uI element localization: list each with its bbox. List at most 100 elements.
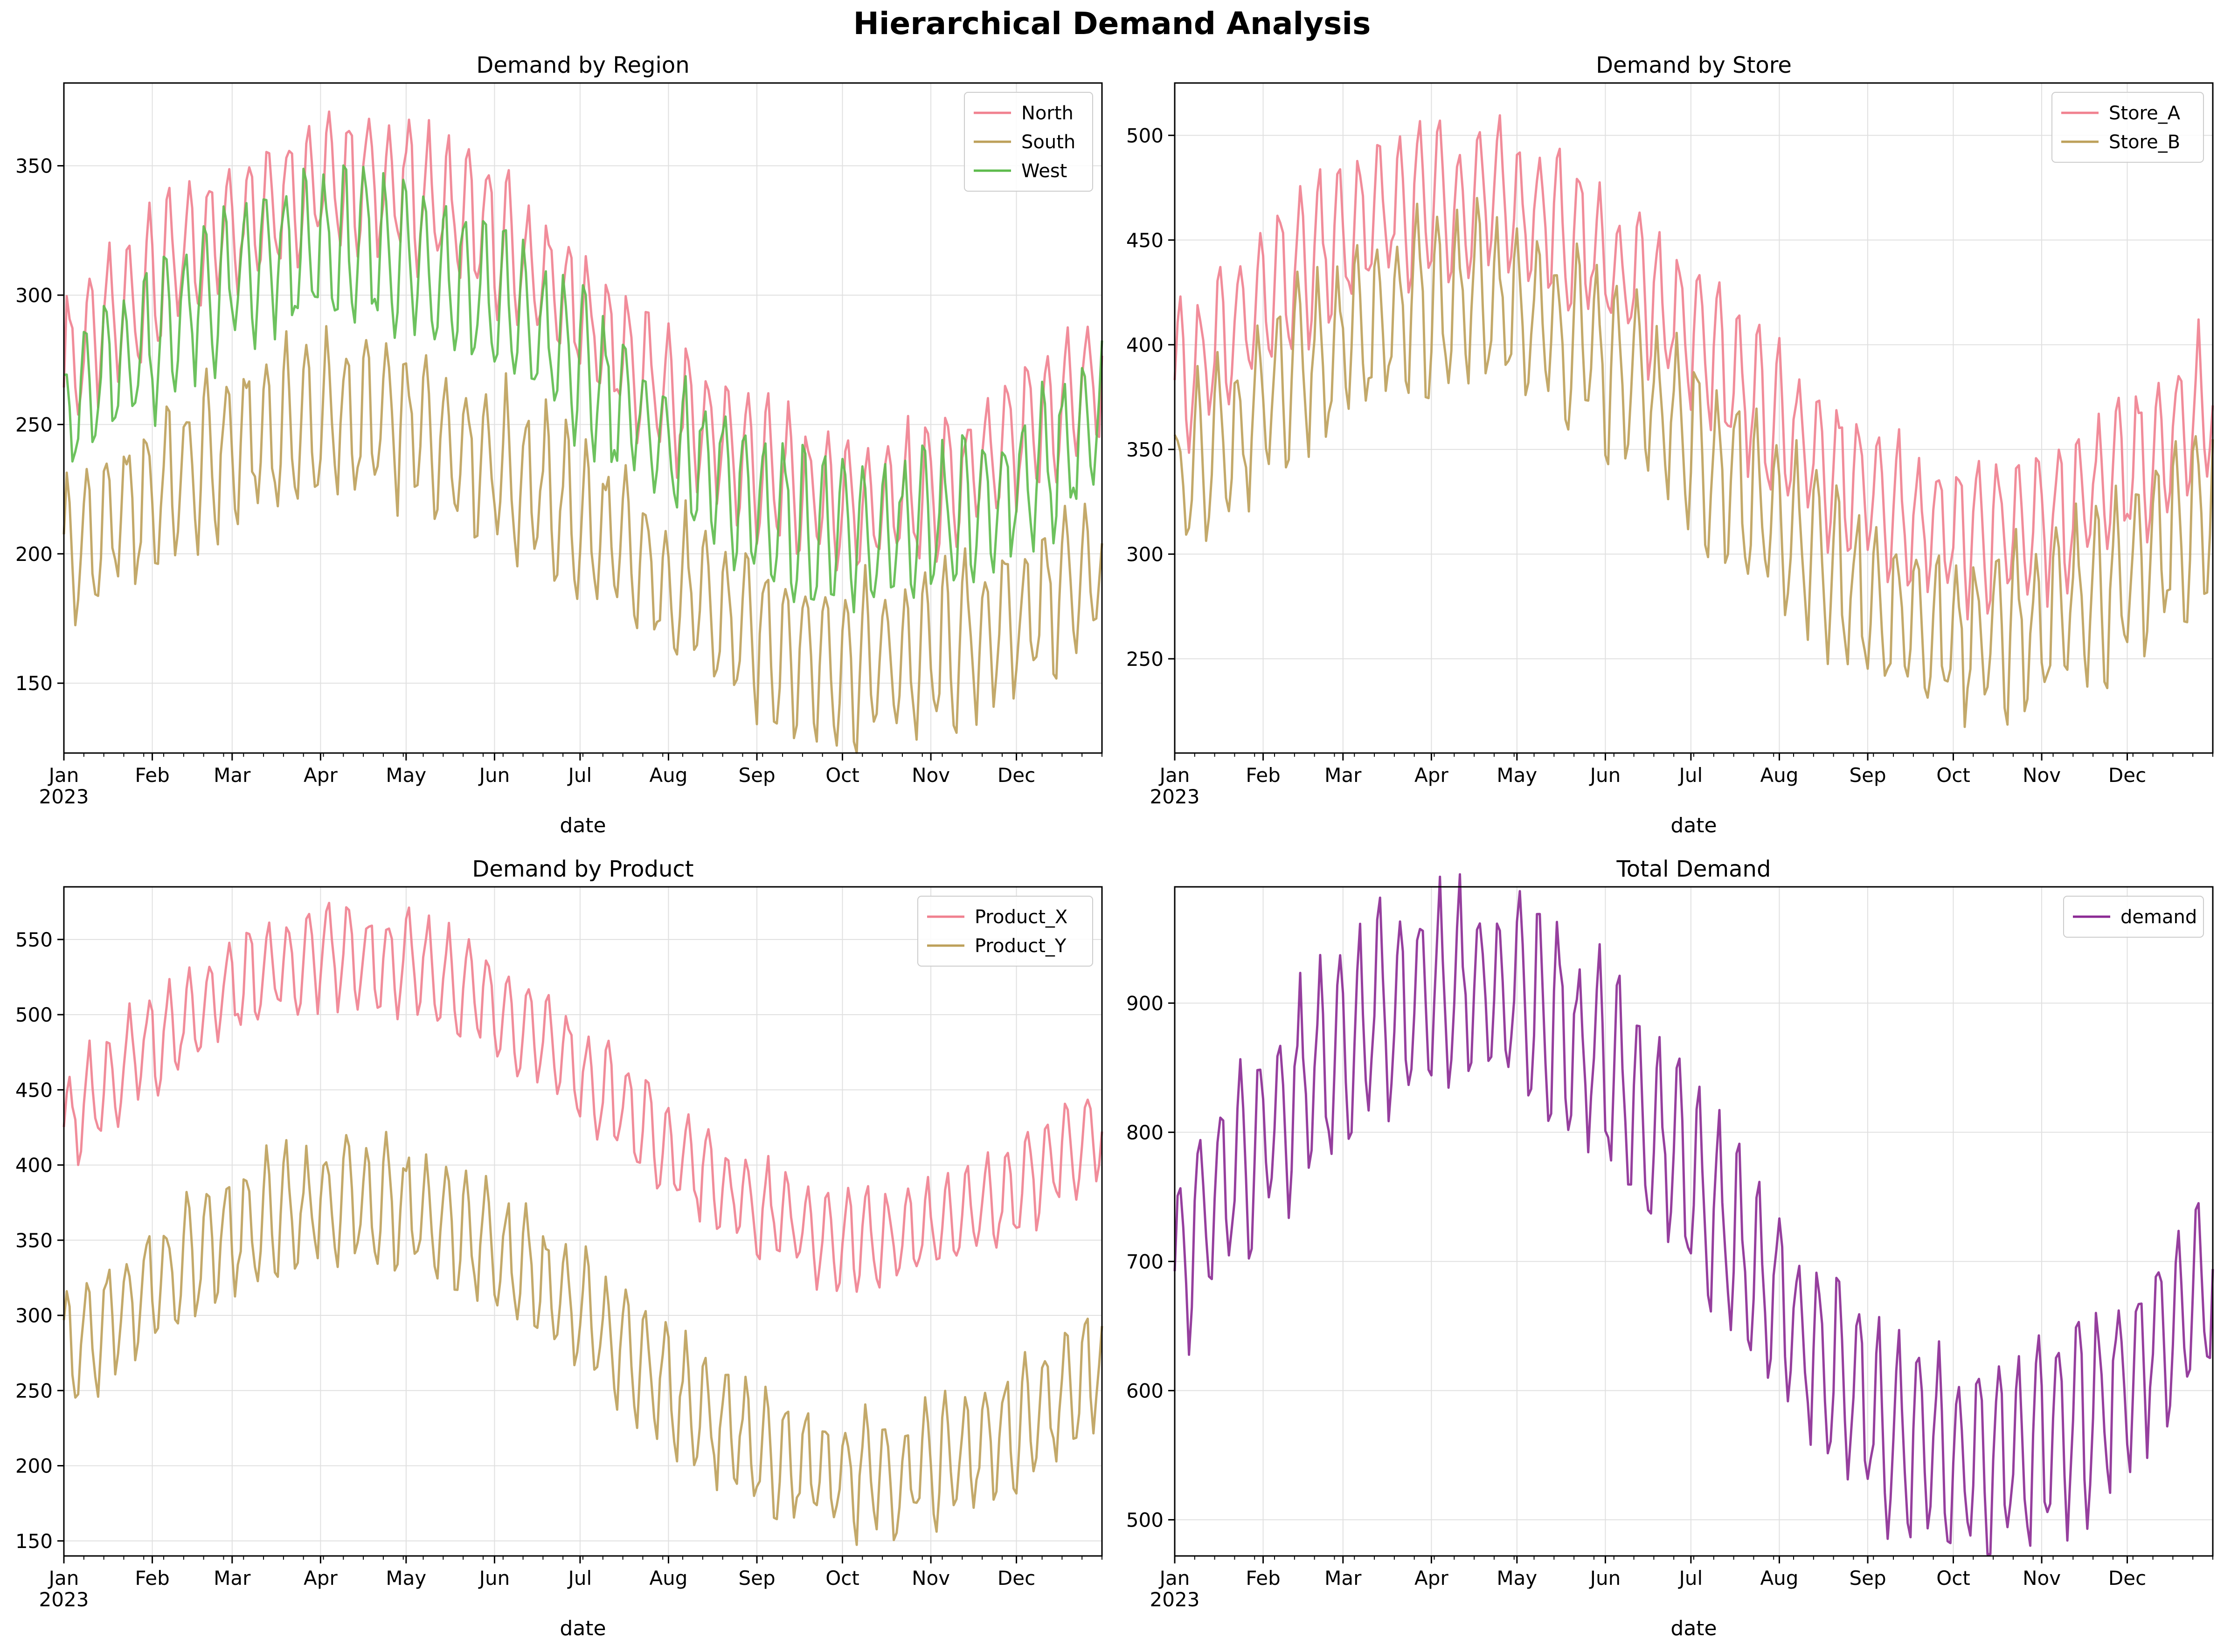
x-tick-label: Feb: [135, 1567, 169, 1590]
x-tick-label: Feb: [1246, 764, 1280, 787]
x-tick-label: Mar: [214, 764, 251, 787]
x-tick-label: Aug: [649, 764, 687, 787]
x-tick-label: Apr: [304, 1567, 338, 1590]
x-tick-label: Oct: [1936, 1567, 1970, 1590]
x-tick-label: Jan: [48, 764, 79, 787]
series-line-north: [62, 110, 1103, 572]
x-tick-label: May: [386, 764, 426, 787]
x-tick-label: Apr: [1414, 1567, 1448, 1590]
series-line-store_b: [1173, 197, 2214, 728]
series-line-south: [62, 325, 1103, 754]
x-tick-label: Nov: [912, 1567, 950, 1590]
legend: North South West: [964, 92, 1093, 192]
y-tick-label: 200: [15, 543, 53, 566]
series-line-west: [63, 164, 1103, 614]
series-line-product_x: [62, 902, 1103, 1293]
legend: Product_X Product_Y: [917, 896, 1093, 967]
x-tick-label: Mar: [214, 1567, 251, 1590]
x-tick-label: Apr: [304, 764, 338, 787]
y-tick-label: 300: [1126, 543, 1164, 566]
x-tick-label: Jul: [1678, 1567, 1703, 1590]
legend-entry-label: demand: [2120, 906, 2197, 928]
x-tick-label: Sep: [738, 1567, 775, 1590]
y-tick-label: 250: [15, 413, 53, 436]
y-tick-label: 350: [15, 155, 53, 178]
subplot-2: 250 300 350 400 450 500 Jan Feb Mar Apr May Jun Jul A…: [1126, 52, 2214, 837]
y-tick-label: 400: [1126, 333, 1164, 356]
legend-entry-label: Product_X: [975, 906, 1067, 928]
subplot-title: Total Demand: [1616, 856, 1771, 882]
x-axis-label: date: [560, 814, 606, 837]
x-tick-label: Jun: [1589, 764, 1621, 787]
x-tick-label: Feb: [135, 764, 169, 787]
x-tick-label: Aug: [1760, 764, 1798, 787]
x-tick-label: May: [386, 1567, 426, 1590]
x-tick-label: Jun: [478, 1567, 510, 1590]
y-tick-label: 250: [15, 1379, 53, 1402]
series-line-product_y: [62, 1131, 1103, 1546]
x-tick-label: Aug: [649, 1567, 687, 1590]
subplot-4: 500 600 700 800 900 Jan Feb Mar Apr May Jun Jul Aug S…: [1126, 856, 2214, 1640]
legend: Store_A Store_B: [2051, 92, 2204, 163]
x-tick-label: Oct: [825, 1567, 859, 1590]
y-tick-label: 700: [1126, 1250, 1164, 1273]
x-tick-label: Jul: [567, 1567, 592, 1590]
y-tick-label: 500: [1126, 1508, 1164, 1531]
series-line-demand: [1173, 873, 2214, 1555]
y-tick-label: 900: [1126, 992, 1164, 1015]
y-tick-label: 150: [15, 672, 53, 695]
y-tick-label: 800: [1126, 1121, 1164, 1144]
x-tick-label: Dec: [998, 1567, 1035, 1590]
y-tick-label: 450: [1126, 229, 1164, 252]
x-axis-label: date: [560, 1617, 606, 1640]
legend-entry-label: West: [1021, 160, 1067, 182]
x-tick-label: Jul: [567, 764, 592, 787]
legend-entry-label: Product_Y: [975, 935, 1067, 957]
axes-frame: [63, 886, 1103, 1557]
x-tick-label: May: [1497, 1567, 1537, 1590]
legend-box: [2063, 896, 2204, 938]
subplot-title: Demand by Store: [1596, 52, 1792, 78]
x-tick-label: Mar: [1324, 764, 1362, 787]
x-year-label: 2023: [39, 785, 89, 808]
x-axis-label: date: [1670, 1617, 1717, 1640]
y-tick-label: 350: [15, 1229, 53, 1252]
x-year-label: 2023: [39, 1588, 89, 1611]
legend-entry-label: South: [1021, 131, 1075, 153]
x-tick-label: Jun: [478, 764, 510, 787]
y-tick-label: 500: [15, 1003, 53, 1026]
series-line-store_a: [1173, 114, 2214, 621]
x-tick-label: Dec: [2108, 764, 2146, 787]
x-tick-label: Oct: [825, 764, 859, 787]
subplot-3: 150 200 250 300 350 400 450 500 550 Jan Feb Mar Apr M…: [15, 856, 1103, 1640]
x-tick-label: Jul: [1678, 764, 1703, 787]
x-tick-label: Dec: [998, 764, 1035, 787]
x-tick-label: Sep: [738, 764, 775, 787]
x-tick-label: Nov: [2023, 1567, 2061, 1590]
legend-entry-label: Store_A: [2109, 103, 2181, 124]
subplot-title: Demand by Region: [476, 52, 689, 78]
x-axis-label: date: [1670, 814, 1717, 837]
x-tick-label: Feb: [1246, 1567, 1280, 1590]
x-tick-label: Jan: [1158, 764, 1190, 787]
legend-box: [2051, 92, 2204, 163]
y-tick-label: 200: [15, 1455, 53, 1478]
subplot-title: Demand by Product: [472, 856, 693, 882]
x-tick-label: Sep: [1849, 1567, 1886, 1590]
y-tick-label: 300: [15, 284, 53, 307]
x-tick-label: Jun: [1589, 1567, 1621, 1590]
x-tick-label: Dec: [2108, 1567, 2146, 1590]
legend-box: [917, 896, 1093, 967]
x-year-label: 2023: [1150, 785, 1200, 808]
y-tick-label: 250: [1126, 648, 1164, 670]
figure-title: Hierarchical Demand Analysis: [853, 6, 1371, 41]
y-tick-label: 300: [15, 1304, 53, 1327]
x-tick-label: Jan: [48, 1567, 79, 1590]
x-tick-label: Apr: [1414, 764, 1448, 787]
legend: demand: [2063, 896, 2204, 938]
y-tick-label: 500: [1126, 124, 1164, 147]
axes-frame: [1174, 82, 2214, 754]
legend-entry-label: North: [1021, 103, 1074, 124]
